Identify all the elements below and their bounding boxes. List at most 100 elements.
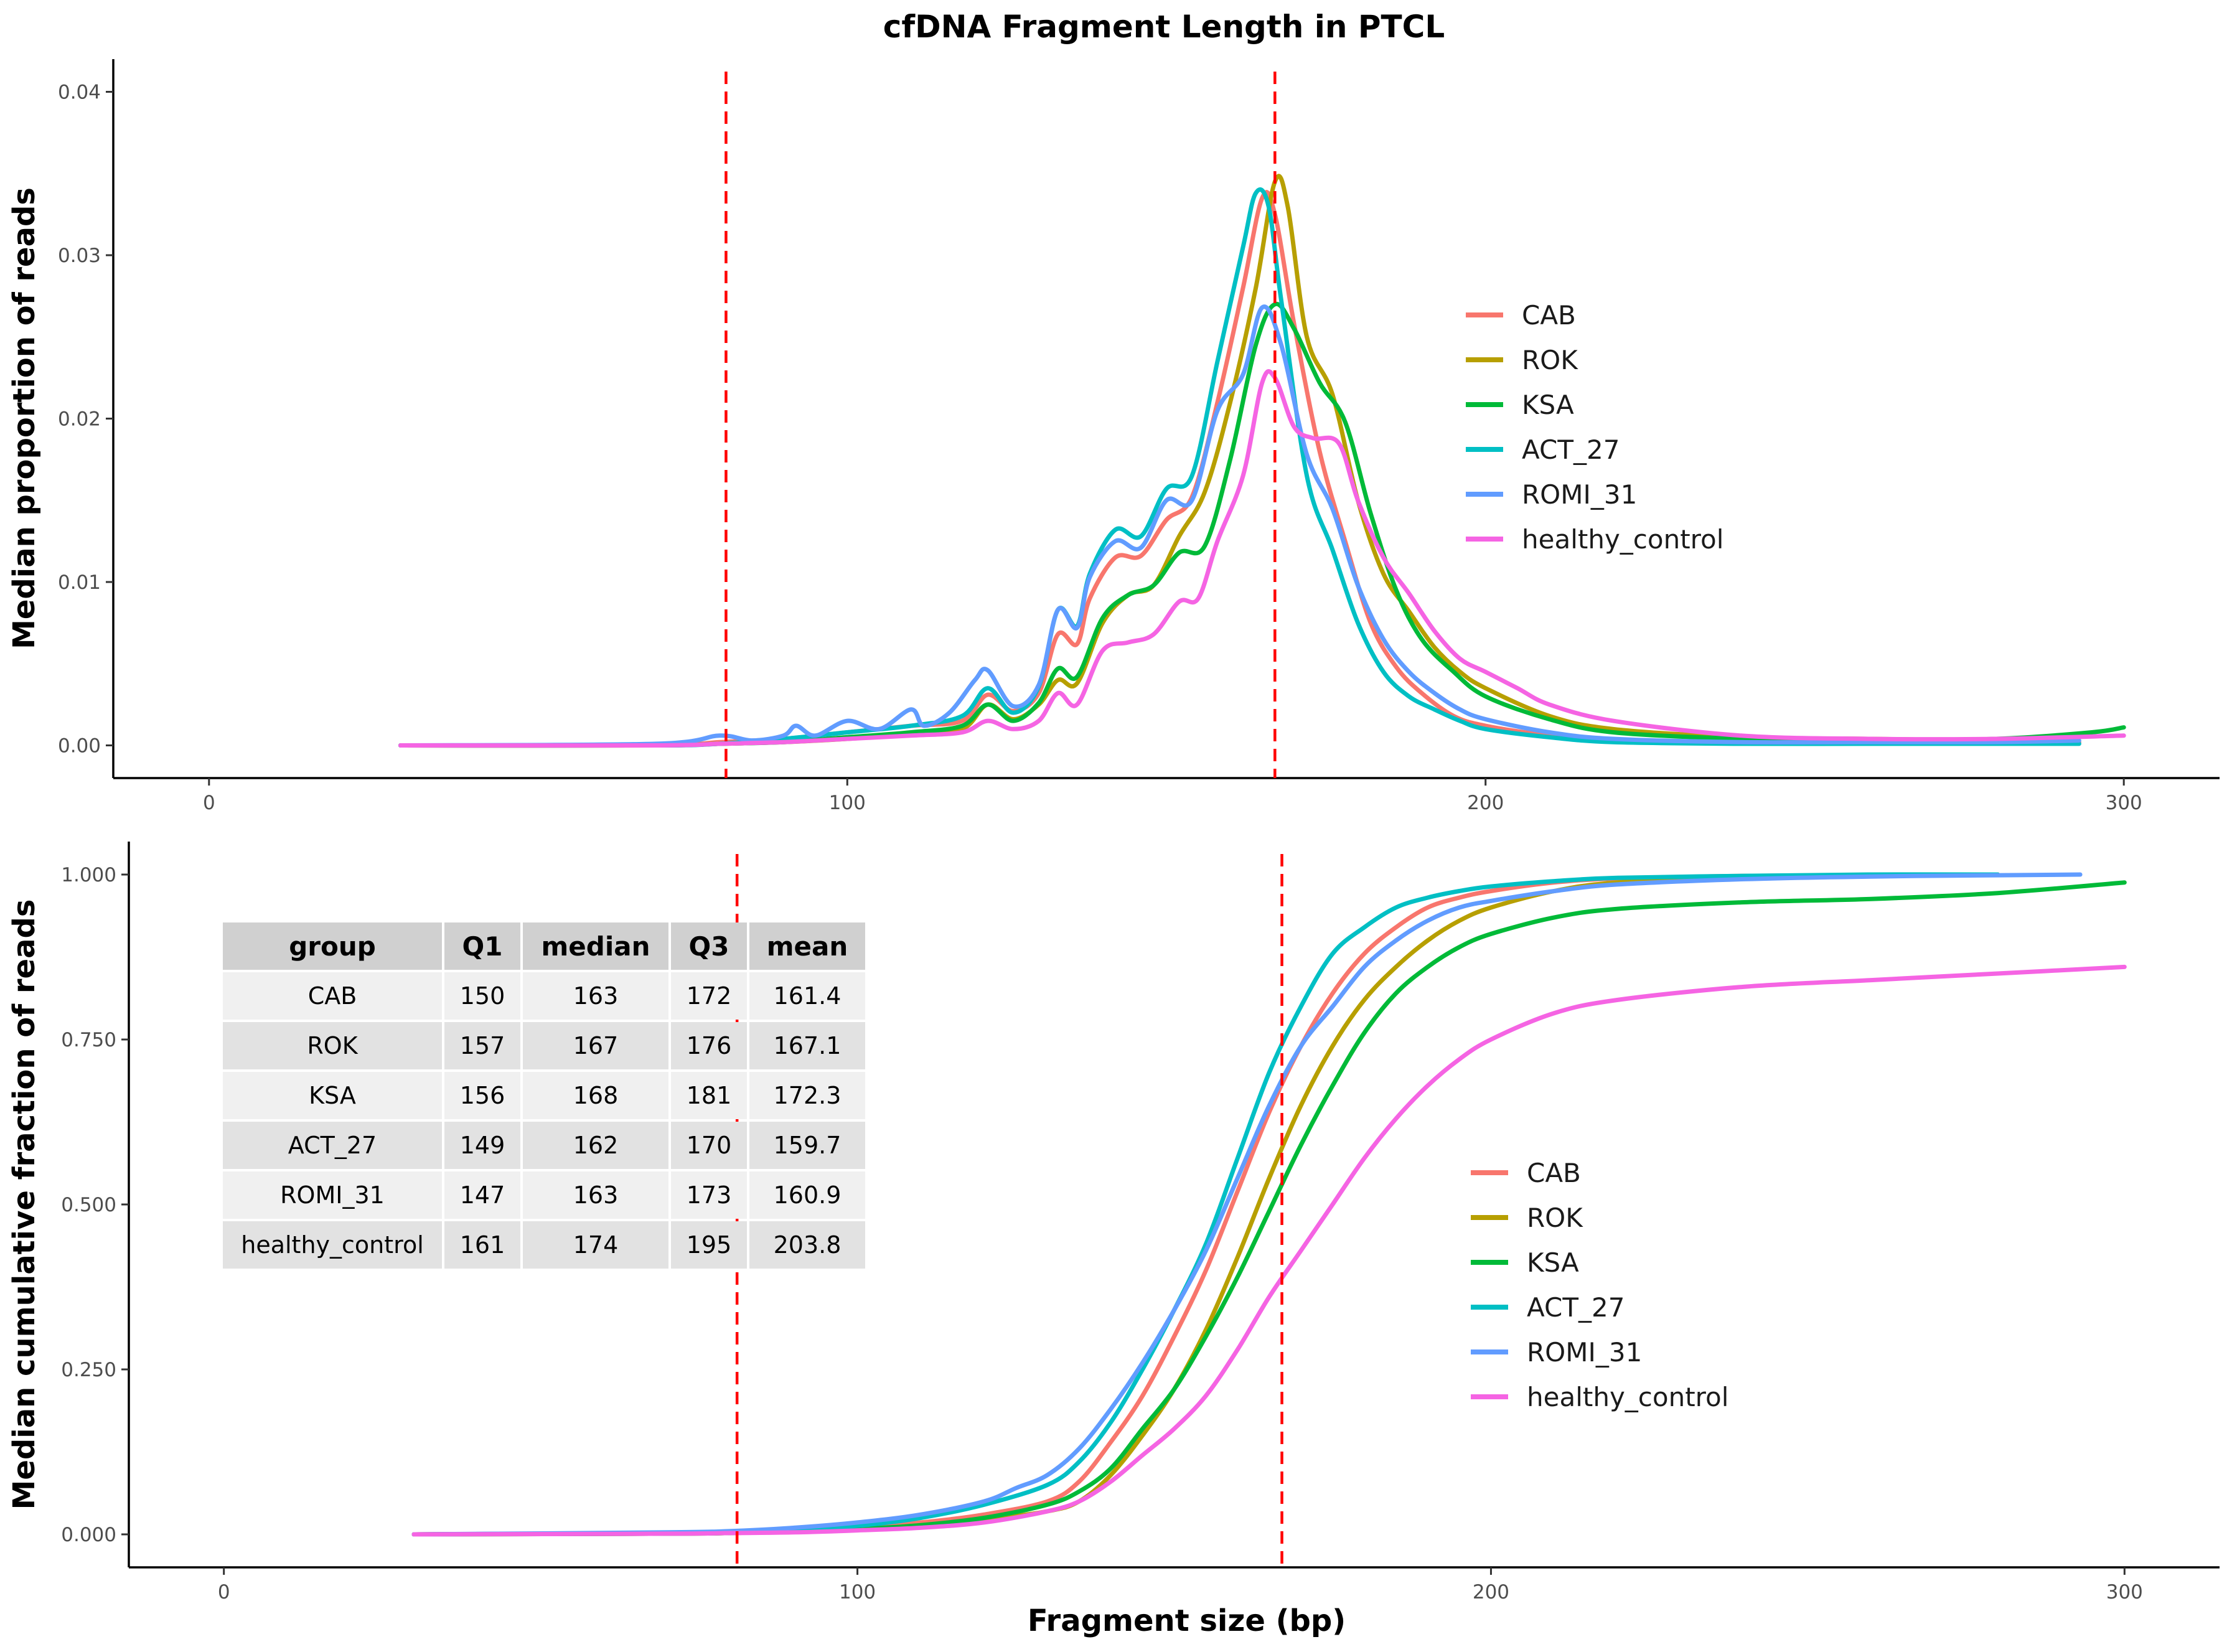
table-header-cell [523, 922, 668, 970]
y-tick-label: 1.000 [61, 864, 116, 886]
table-cell: 203.8 [774, 1231, 842, 1259]
table-header-cell [223, 922, 442, 970]
table-cell: 160.9 [774, 1181, 842, 1209]
table-cell: 156 [460, 1082, 505, 1109]
table-cell-bg [223, 972, 442, 1020]
legend-label-ACT_27: ACT_27 [1527, 1292, 1625, 1323]
table-cell-bg [223, 1072, 442, 1119]
table-cell-bg [749, 1221, 865, 1269]
table-cell-bg [523, 1171, 668, 1219]
legend-label-CAB: CAB [1527, 1158, 1581, 1188]
table-cell: ROMI_31 [280, 1181, 385, 1209]
table-cell: 163 [573, 982, 619, 1010]
table-cell: 168 [573, 1082, 619, 1109]
table-cell-bg [671, 972, 747, 1020]
x-tick-label: 0 [218, 1581, 230, 1603]
table-cell-bg [444, 1221, 520, 1269]
table-cell-bg [223, 1022, 442, 1069]
y-tick-label: 0.01 [58, 571, 101, 594]
legend-label-KSA: KSA [1527, 1247, 1579, 1278]
table-header-cell [444, 922, 520, 970]
y-tick-label: 0.750 [61, 1029, 116, 1051]
y-tick-label: 0.00 [58, 735, 101, 758]
table-cell-bg [749, 1022, 865, 1069]
table-cell: 176 [687, 1032, 732, 1059]
series-line-ACT_27 [398, 187, 2081, 748]
table-cell-bg [223, 1221, 442, 1269]
series-line-healthy_control [411, 964, 2127, 1537]
y-tick-label: 0.03 [58, 245, 101, 267]
legend-label-CAB: CAB [1522, 300, 1576, 331]
table-cell: ACT_27 [288, 1132, 377, 1159]
series-line-healthy_control [398, 369, 2126, 748]
table-cell-bg [523, 1122, 668, 1169]
table-cell: 170 [687, 1132, 732, 1159]
series-line-ROMI_31 [398, 304, 2081, 748]
table-cell-bg [749, 1171, 865, 1219]
table-cell-bg [444, 972, 520, 1020]
table-cell: 150 [460, 982, 505, 1010]
table-cell: 159.7 [774, 1132, 842, 1159]
table-cell: 172 [687, 982, 732, 1010]
legend-label-healthy_control: healthy_control [1522, 524, 1723, 555]
cumulative-panel: 0.000 0.250 0.500 0.750 1.000 0 100 200 300 Media… [7, 842, 2220, 1638]
series-line-ROMI_31 [411, 872, 2083, 1537]
table-cell-bg [749, 972, 865, 1020]
y-axis-title: Median cumulative fraction of reads [7, 899, 42, 1510]
table-cell: CAB [308, 982, 357, 1010]
x-tick-label: 200 [1467, 792, 1504, 814]
x-tick-label: 300 [2106, 1581, 2143, 1603]
x-tick-label: 100 [829, 792, 866, 814]
x-tick-label: 100 [839, 1581, 876, 1603]
table-cell: 157 [460, 1032, 505, 1059]
table-cell: 163 [573, 1181, 619, 1209]
table-cell-bg [671, 1022, 747, 1069]
y-tick-label: 0.500 [61, 1194, 116, 1216]
table-cell-bg [223, 1171, 442, 1219]
table-cell-bg [523, 1072, 668, 1119]
table-cell: healthy_control [241, 1231, 424, 1259]
table-header-mean: mean [767, 931, 848, 962]
table-header-group: group [289, 931, 376, 962]
table-cell-bg [523, 972, 668, 1020]
table-cell: 162 [573, 1132, 619, 1159]
table-cell: 181 [687, 1082, 732, 1109]
y-tick-label: 0.000 [61, 1524, 116, 1546]
table-cell-bg [671, 1122, 747, 1169]
x-tick-label: 200 [1473, 1581, 1509, 1603]
table-cell-bg [749, 1072, 865, 1119]
y-axis-title: Median proportion of reads [7, 187, 42, 649]
table-cell-bg [523, 1022, 668, 1069]
table-cell: 174 [573, 1231, 619, 1259]
table-cell: 161.4 [774, 982, 842, 1010]
table-cell-bg [671, 1221, 747, 1269]
legend-label-ROMI_31: ROMI_31 [1522, 479, 1637, 510]
x-tick-label: 0 [203, 792, 215, 814]
table-cell: 147 [460, 1181, 505, 1209]
table-cell: KSA [309, 1082, 356, 1109]
x-tick-label: 300 [2106, 792, 2142, 814]
proportion-panel: 0.00 0.01 0.02 0.03 0.04 0 100 200 300 Median pro… [7, 59, 2220, 814]
table-cell-bg [749, 1122, 865, 1169]
table-header-Q1: Q1 [462, 931, 503, 962]
table-cell: 161 [460, 1231, 505, 1259]
table-cell: 167.1 [774, 1032, 842, 1059]
table-header-median: median [542, 931, 650, 962]
series-line-ACT_27 [411, 872, 2000, 1537]
legend-label-ACT_27: ACT_27 [1522, 434, 1620, 465]
table-header-Q3: Q3 [689, 931, 729, 962]
legend-label-ROMI_31: ROMI_31 [1527, 1337, 1642, 1368]
table-cell-bg [444, 1022, 520, 1069]
summary-table: group Q1 median Q3 mean CAB 150 163 172 161.4 ROK 1… [223, 922, 865, 1269]
legend-label-healthy_control: healthy_control [1527, 1382, 1728, 1412]
table-header-cell [671, 922, 747, 970]
x-axis-title: Fragment size (bp) [1028, 1603, 1346, 1638]
y-tick-label: 0.04 [58, 82, 101, 104]
legend-label-ROK: ROK [1527, 1203, 1583, 1233]
table-header-cell [749, 922, 865, 970]
y-tick-label: 0.250 [61, 1359, 116, 1381]
table-cell: 173 [687, 1181, 732, 1209]
table-cell: 149 [460, 1132, 505, 1159]
